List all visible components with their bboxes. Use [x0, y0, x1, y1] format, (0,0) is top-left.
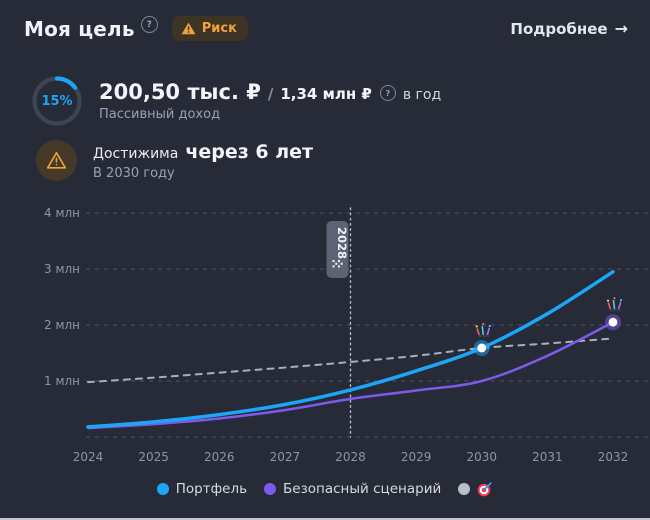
target-income-value: 1,34 млн ₽: [280, 85, 372, 103]
svg-text:3 млн: 3 млн: [44, 262, 80, 276]
help-icon[interactable]: ?: [140, 16, 158, 33]
goal-dot-icon: [458, 483, 471, 495]
progress-ring: 15%: [30, 74, 84, 128]
page-title: Моя цель: [24, 16, 135, 41]
goal-projection-chart[interactable]: 1 млн 2 млн 3 млн 4 млн 2028 2024 2025 2026 2027…: [0, 200, 650, 475]
progress-percent: 15%: [41, 93, 73, 109]
achievability-row: Достижима через 6 лет В 2030 году: [36, 140, 313, 181]
card-bottom-divider: [0, 518, 650, 520]
warning-triangle-icon: [47, 152, 66, 169]
achievable-prefix: Достижима: [93, 145, 179, 162]
achievable-value: через 6 лет: [185, 140, 314, 163]
svg-text:2032: 2032: [598, 450, 629, 464]
progress-ring-svg: [32, 76, 82, 126]
safe-dot-icon: [264, 483, 277, 495]
svg-text:2025: 2025: [138, 450, 169, 464]
warning-circle-icon: [36, 140, 77, 181]
portfolio-dot-icon: [156, 483, 169, 495]
svg-text:2028: 2028: [335, 450, 366, 464]
income-separator: /: [267, 85, 274, 103]
legend-safe-label: Безопасный сценарий: [283, 481, 442, 497]
svg-text:2026: 2026: [204, 450, 235, 464]
chart-legend: Портфель Безопасный сценарий: [0, 481, 650, 497]
legend-portfolio-label: Портфель: [175, 481, 248, 497]
dartboard-icon: [477, 481, 493, 497]
arrow-right-icon: →: [614, 19, 628, 38]
svg-text:2024: 2024: [73, 450, 104, 464]
card-header: Моя цель ? Риск Подробнее →: [24, 16, 628, 41]
svg-text:4 млн: 4 млн: [44, 206, 80, 220]
current-income-value: 200,50 тыс. ₽: [99, 80, 261, 104]
legend-item-safe[interactable]: Безопасный сценарий: [264, 481, 441, 497]
svg-text:2 млн: 2 млн: [44, 318, 80, 332]
income-caption: Пассивный доход: [99, 107, 221, 122]
details-link[interactable]: Подробнее →: [510, 19, 628, 38]
target-help-icon[interactable]: ?: [379, 85, 396, 101]
legend-item-goal[interactable]: [458, 481, 493, 497]
legend-item-portfolio[interactable]: Портфель: [156, 481, 248, 497]
period-label: в год: [402, 87, 442, 103]
risk-badge[interactable]: Риск: [171, 16, 248, 41]
svg-text:2029: 2029: [401, 450, 432, 464]
svg-text:2031: 2031: [532, 450, 563, 464]
risk-badge-label: Риск: [201, 21, 237, 36]
goal-summary: 15% 200,50 тыс. ₽ / 1,34 млн ₽ ? в год П…: [30, 74, 441, 128]
achievable-caption: В 2030 году: [93, 165, 175, 181]
svg-text:2030: 2030: [466, 450, 497, 464]
svg-text:1 млн: 1 млн: [44, 374, 80, 388]
details-link-label: Подробнее: [510, 19, 608, 38]
svg-text:2027: 2027: [270, 450, 301, 464]
warning-triangle-icon: [181, 22, 196, 35]
svg-text:2028: 2028: [335, 227, 349, 259]
